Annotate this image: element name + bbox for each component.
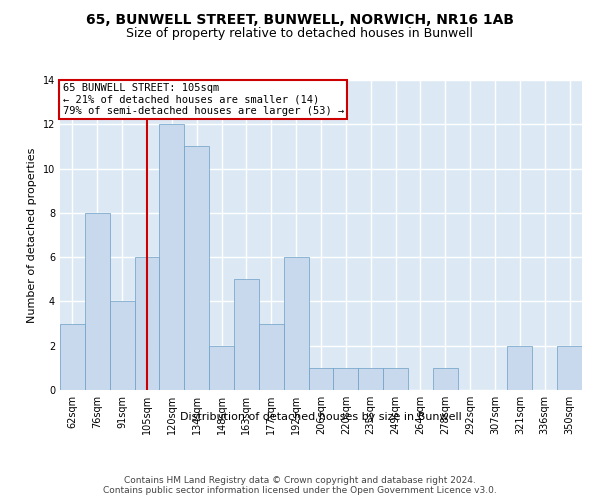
Bar [433,368,458,390]
Bar [85,213,110,390]
Bar [284,257,308,390]
Bar [60,324,85,390]
Bar [557,346,582,390]
Text: Distribution of detached houses by size in Bunwell: Distribution of detached houses by size … [180,412,462,422]
Text: Contains HM Land Registry data © Crown copyright and database right 2024.
Contai: Contains HM Land Registry data © Crown c… [103,476,497,495]
Bar [184,146,209,390]
Bar [234,280,259,390]
Bar [308,368,334,390]
Text: 65 BUNWELL STREET: 105sqm
← 21% of detached houses are smaller (14)
79% of semi-: 65 BUNWELL STREET: 105sqm ← 21% of detac… [62,83,344,116]
Text: Size of property relative to detached houses in Bunwell: Size of property relative to detached ho… [127,28,473,40]
Bar [508,346,532,390]
Bar [209,346,234,390]
Bar [383,368,408,390]
Y-axis label: Number of detached properties: Number of detached properties [27,148,37,322]
Bar [110,302,134,390]
Bar [160,124,184,390]
Bar [334,368,358,390]
Text: 65, BUNWELL STREET, BUNWELL, NORWICH, NR16 1AB: 65, BUNWELL STREET, BUNWELL, NORWICH, NR… [86,12,514,26]
Bar [134,257,160,390]
Bar [259,324,284,390]
Bar [358,368,383,390]
